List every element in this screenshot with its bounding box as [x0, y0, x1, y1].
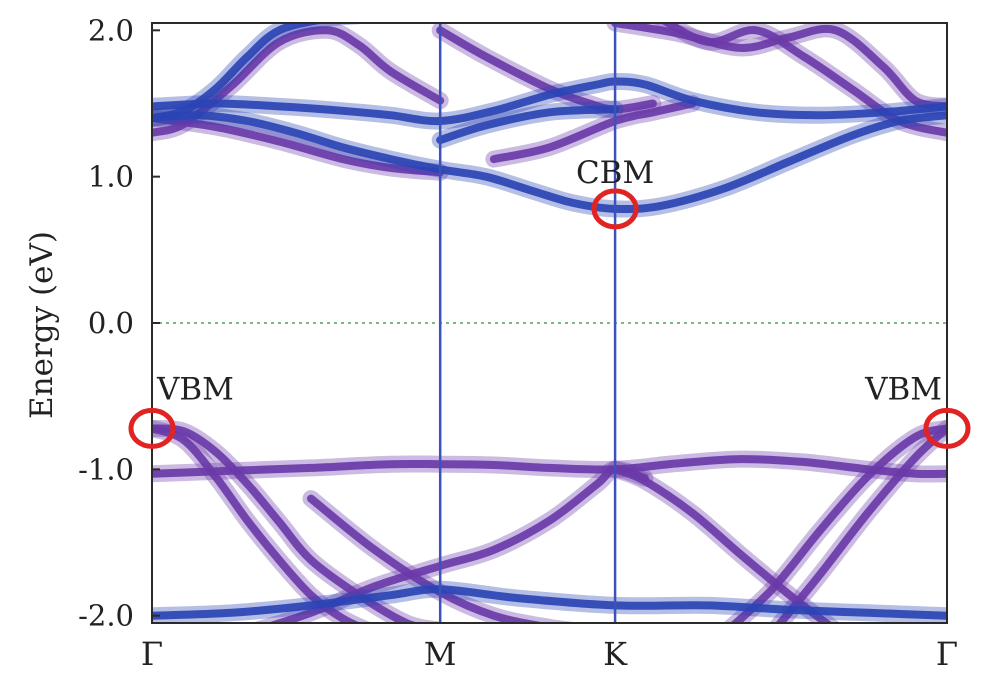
y-tick-label: 2.0 — [88, 13, 134, 47]
band-line — [436, 105, 620, 145]
extremum-marker — [923, 407, 971, 449]
band-line — [152, 585, 947, 620]
band-line — [775, 424, 947, 623]
y-axis-ticks: 2.0 1.0 0.0 -1.0 -2.0 — [78, 13, 160, 633]
extremum-label: VBM — [864, 371, 942, 407]
band-line — [729, 424, 947, 623]
kpoint-label: Γ — [141, 635, 163, 673]
kpoint-label: Γ — [936, 635, 958, 673]
kpoint-lines — [438, 23, 617, 623]
band-line — [307, 494, 548, 623]
band-line — [152, 111, 947, 214]
annotations: CBM VBM VBM — [128, 155, 971, 449]
kpoint-label: M — [424, 635, 457, 673]
extremum-marker — [591, 188, 639, 230]
extremum-label: CBM — [576, 155, 654, 191]
band-line — [611, 465, 833, 623]
band-line — [152, 77, 947, 126]
extremum-label: VBM — [156, 371, 234, 407]
kpoint-label: K — [603, 635, 628, 673]
band-line — [152, 23, 325, 123]
band-line — [152, 424, 420, 623]
y-axis-label: Energy (eV) — [24, 231, 60, 419]
y-tick-label: -1.0 — [78, 452, 134, 486]
y-tick-label: -2.0 — [78, 599, 134, 633]
band-line — [152, 114, 445, 177]
extremum-marker — [128, 407, 176, 449]
y-tick-label: 0.0 — [88, 306, 134, 340]
band-line — [152, 424, 361, 623]
band-line — [152, 455, 947, 479]
y-tick-label: 1.0 — [88, 160, 134, 194]
